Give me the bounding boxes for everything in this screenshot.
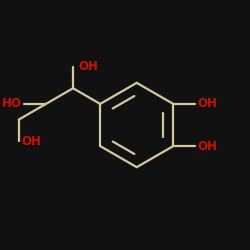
Text: OH: OH [21, 135, 41, 148]
Text: OH: OH [197, 140, 217, 152]
Text: OH: OH [197, 98, 217, 110]
Text: HO: HO [2, 98, 22, 110]
Text: OH: OH [78, 60, 98, 73]
